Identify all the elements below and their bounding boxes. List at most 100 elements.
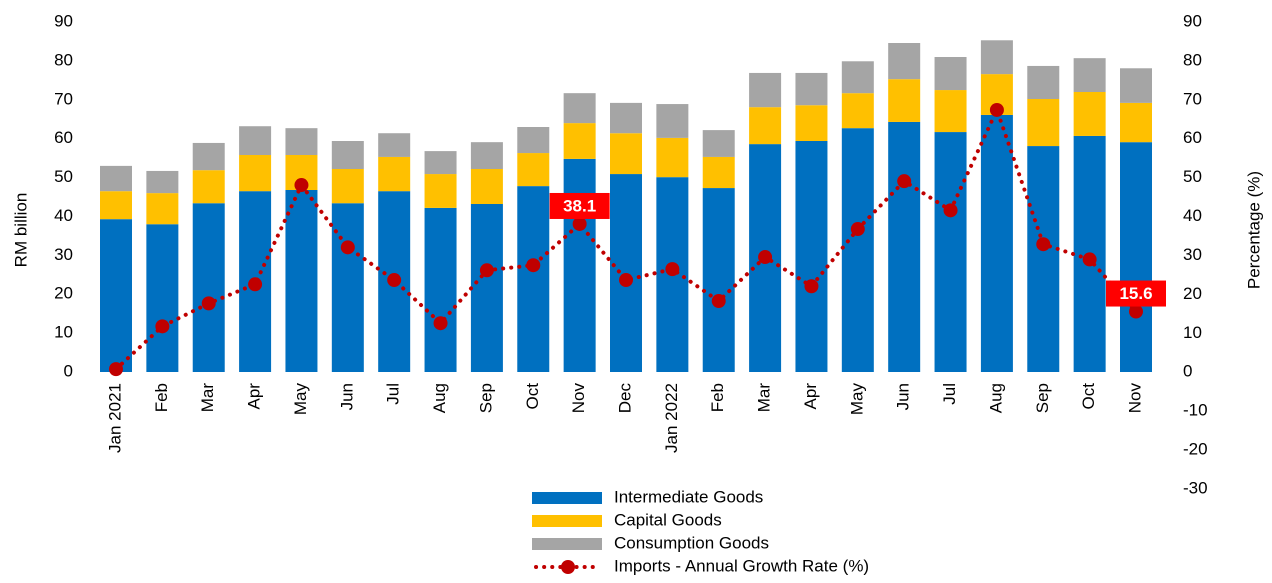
- x-tick-label: Jul: [940, 383, 959, 405]
- bar-segment: [239, 155, 272, 192]
- legend-label: Capital Goods: [614, 510, 722, 529]
- bar-segment: [424, 151, 457, 175]
- bar-segment: [795, 141, 828, 372]
- bar-segment: [100, 165, 132, 192]
- legend-swatch: [532, 538, 602, 550]
- y-tick-label: 80: [54, 50, 73, 69]
- bar-segment: [331, 169, 364, 204]
- y2-tick-label: -10: [1183, 401, 1208, 420]
- y2-tick-label: -30: [1183, 478, 1208, 497]
- y2-axis-label: Percentage (%): [1244, 171, 1263, 289]
- bar-segment: [702, 188, 735, 372]
- y2-tick-label: 50: [1183, 167, 1202, 186]
- marker: [294, 178, 309, 193]
- marker: [479, 263, 494, 278]
- x-tick-label: Mar: [755, 383, 774, 413]
- bar-segment: [331, 203, 364, 372]
- bar-segment: [841, 61, 874, 94]
- bar-segment: [888, 43, 921, 80]
- bar-segment: [424, 174, 457, 208]
- x-tick-label: Jan 2021: [105, 383, 124, 453]
- bar-segment: [934, 90, 967, 133]
- x-tick-label: Feb: [152, 383, 171, 412]
- legend-label: Imports - Annual Growth Rate (%): [614, 556, 869, 575]
- x-tick-label: Nov: [1125, 383, 1144, 414]
- x-tick-label: Feb: [708, 383, 727, 412]
- data-label-box: [1106, 280, 1166, 307]
- bar-segment: [517, 153, 550, 187]
- bar-segment: [888, 79, 921, 122]
- marker: [943, 203, 958, 218]
- bar-segment: [563, 123, 596, 159]
- y2-tick-label: 60: [1183, 128, 1202, 147]
- marker: [758, 250, 773, 265]
- marker: [1129, 304, 1143, 319]
- bar-segment: [285, 128, 318, 155]
- bar-segment: [563, 158, 596, 372]
- bar-segment: [331, 141, 364, 169]
- bar-segment: [1120, 102, 1152, 143]
- marker: [109, 362, 123, 377]
- bar-segment: [146, 224, 179, 372]
- bar-segment: [378, 156, 411, 192]
- bar-segment: [470, 142, 503, 169]
- y-tick-label: 20: [54, 284, 73, 303]
- marker: [201, 296, 216, 311]
- y2-tick-label: 30: [1183, 245, 1202, 264]
- y2-tick-label: -20: [1183, 440, 1208, 459]
- bar-segment: [192, 203, 225, 372]
- marker: [248, 277, 263, 292]
- bar-segment: [517, 127, 550, 154]
- legend-label: Intermediate Goods: [614, 487, 763, 506]
- bar-segment: [795, 105, 828, 141]
- marker: [804, 279, 819, 294]
- marker: [572, 216, 587, 231]
- bar-segment: [702, 156, 735, 189]
- bar-segment: [1073, 58, 1106, 92]
- x-tick-label: Jul: [384, 383, 403, 405]
- y-tick-label: 90: [54, 11, 73, 30]
- x-tick-label: Aug: [986, 383, 1005, 413]
- bar-segment: [980, 40, 1013, 75]
- bar-segment: [841, 128, 874, 372]
- bar-segment: [146, 170, 179, 194]
- marker: [433, 316, 448, 331]
- bar-segment: [702, 130, 735, 157]
- marker: [711, 294, 726, 309]
- bar-segment: [517, 186, 550, 372]
- bar-segment: [934, 57, 967, 91]
- x-tick-label: Sep: [1033, 383, 1052, 413]
- bar-segment: [470, 169, 503, 204]
- y-tick-label: 0: [64, 361, 73, 380]
- marker: [1036, 237, 1051, 252]
- y2-tick-label: 0: [1183, 362, 1192, 381]
- y2-tick-label: 40: [1183, 206, 1202, 225]
- x-tick-label: Oct: [523, 383, 542, 410]
- bar-segment: [1027, 65, 1060, 99]
- x-tick-label: Sep: [476, 383, 495, 413]
- bar-segment: [1027, 99, 1060, 147]
- x-tick-label: Jan 2022: [662, 383, 681, 453]
- bar-segment: [1120, 142, 1152, 372]
- bar-segment: [285, 190, 318, 372]
- y-tick-label: 10: [54, 323, 73, 342]
- marker: [989, 102, 1004, 117]
- x-tick-label: Apr: [245, 383, 264, 410]
- legend-label: Consumption Goods: [614, 533, 769, 552]
- x-tick-label: May: [847, 383, 866, 416]
- bar-segment: [610, 102, 642, 134]
- bar-segment: [239, 126, 272, 155]
- bar-segment: [100, 191, 132, 220]
- marker: [897, 174, 912, 189]
- bar-segment: [795, 72, 828, 106]
- bar-segment: [934, 132, 967, 372]
- bar-segment: [192, 170, 225, 204]
- x-tick-label: Nov: [569, 383, 588, 414]
- bar-segment: [378, 133, 411, 157]
- bar-segment: [1027, 146, 1060, 372]
- bar-segment: [980, 114, 1013, 372]
- x-tick-label: May: [291, 383, 310, 416]
- y2-tick-label: 70: [1183, 89, 1202, 108]
- bar-segment: [100, 219, 132, 372]
